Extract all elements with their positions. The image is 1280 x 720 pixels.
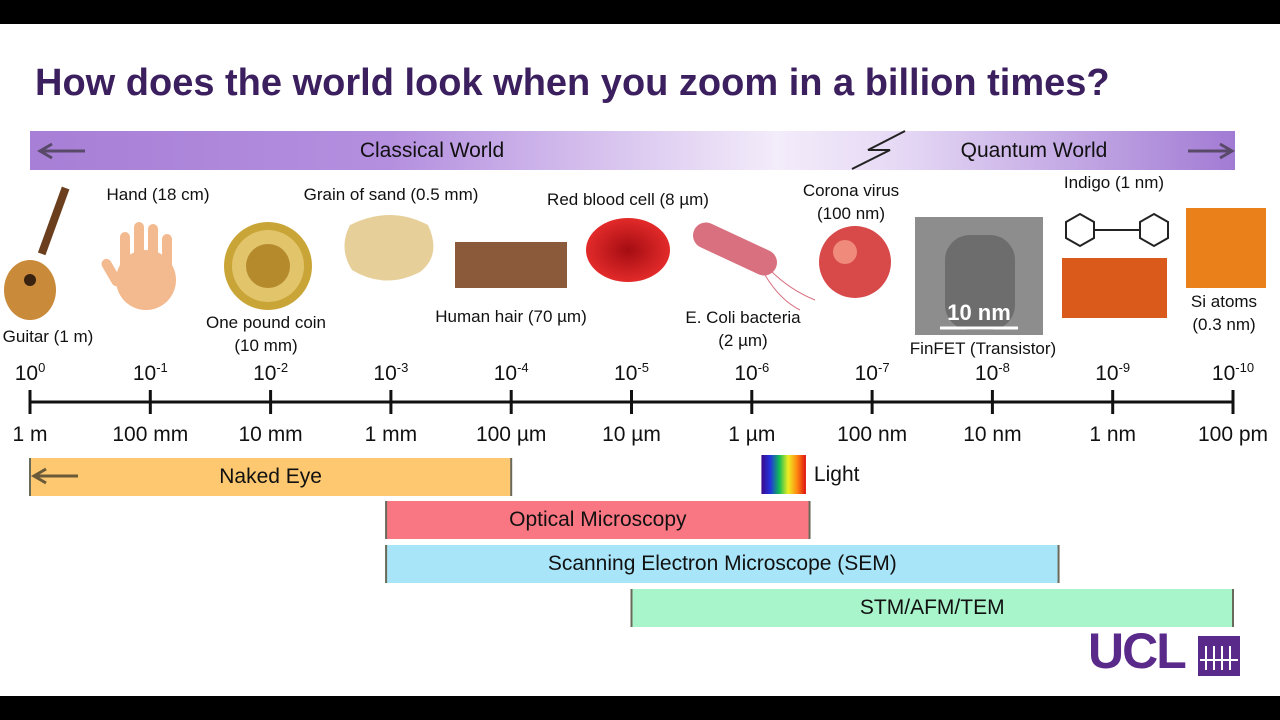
tick-exponent-label: 10-2 — [253, 360, 288, 386]
item-label: (100 nm) — [816, 204, 886, 223]
coin — [224, 222, 312, 310]
tick-base: 10 — [1211, 362, 1236, 385]
tick-exponent: -4 — [517, 360, 529, 375]
range-bar — [30, 458, 512, 496]
tick-label: 100 nm — [837, 423, 908, 446]
si-atoms-image — [1186, 208, 1266, 288]
tick-base: 10 — [14, 362, 39, 385]
tick-label: 1 mm — [364, 423, 418, 446]
tick-label: 10 µm — [602, 423, 661, 446]
tick-label: 100 pm — [1197, 423, 1269, 446]
top-bar — [0, 0, 1280, 24]
tick-base: 10 — [253, 362, 277, 385]
item-label: Indigo (1 nm) — [1063, 173, 1165, 192]
tick-exponent: -8 — [998, 360, 1010, 375]
item-label: Red blood cell (8 µm) — [547, 190, 709, 209]
item-label: E. Coli bacteria — [685, 308, 801, 327]
tick-base: 10 — [493, 362, 518, 385]
tick-base: 10 — [1095, 362, 1119, 385]
range-label: Optical Microscopy — [509, 508, 687, 531]
sand — [344, 215, 434, 281]
tick-exponent: 0 — [38, 360, 46, 375]
tick-exponent-label: 10-7 — [855, 360, 890, 386]
tick-base: 10 — [132, 362, 157, 385]
indigo-molecule — [1065, 212, 1169, 248]
logo: UCL — [1088, 623, 1187, 679]
item-label: Grain of sand (0.5 mm) — [303, 185, 479, 204]
item-label: Si atoms — [1190, 292, 1258, 311]
range-bar — [631, 589, 1233, 627]
inset-label: 10 nm — [947, 300, 1011, 325]
tick-base: 10 — [974, 362, 999, 385]
item-label: Human hair (70 µm) — [435, 307, 587, 326]
tick-exponent-label: 10-10 — [1212, 360, 1254, 386]
tick-base: 10 — [614, 362, 638, 385]
tick-label: 100 µm — [475, 423, 547, 446]
tick-exponent-label: 100 — [15, 360, 46, 386]
bottom-bar — [0, 696, 1280, 720]
tick-label: 1 nm — [1089, 423, 1137, 446]
tick-exponent-label: 10-1 — [133, 360, 168, 386]
tick-exponent: -7 — [877, 360, 890, 375]
ecoli — [692, 222, 816, 311]
ucl-crest — [1198, 636, 1240, 676]
tick-label: 10 nm — [963, 423, 1022, 446]
item-label: FinFET (Transistor) — [909, 339, 1057, 358]
range-label: Naked Eye — [219, 465, 322, 488]
hand — [101, 222, 176, 310]
crest-lines — [1200, 646, 1238, 670]
tick-exponent-label: 10-6 — [734, 360, 769, 386]
tick-label: 10 mm — [238, 423, 303, 446]
tick-exponent: -9 — [1118, 360, 1131, 375]
tick-base: 10 — [854, 362, 878, 385]
tick-label: 100 mm — [112, 423, 189, 446]
finfet-fin — [945, 235, 1015, 330]
range-label: Scanning Electron Microscope (SEM) — [547, 552, 897, 575]
tick-exponent: -1 — [156, 360, 168, 375]
tick-exponent: -3 — [396, 360, 409, 375]
guitar — [4, 186, 70, 320]
title: How does the world look when you zoom in… — [35, 62, 1110, 104]
light-label: Light — [813, 463, 860, 486]
tick-exponent-label: 10-5 — [614, 360, 649, 386]
arrow-left — [37, 142, 85, 160]
item-label: (0.3 nm) — [1192, 315, 1256, 334]
tick-exponent: -6 — [757, 360, 770, 375]
tick-base: 10 — [373, 362, 397, 385]
item-label: Hand (18 cm) — [106, 185, 210, 204]
item-label: (10 mm) — [234, 336, 298, 355]
tick-exponent-label: 10-8 — [975, 360, 1010, 386]
tick-exponent: -2 — [276, 360, 289, 375]
range-bar — [386, 501, 810, 539]
naked-eye-arrow — [31, 467, 78, 485]
tick-exponent: -10 — [1235, 360, 1255, 375]
tick-exponent: -5 — [637, 360, 649, 375]
range-label: STM/AFM/TEM — [859, 596, 1005, 619]
banner-left: Classical World — [359, 139, 505, 162]
banner — [30, 131, 1235, 170]
lightning — [851, 130, 906, 170]
item-label: One pound coin — [205, 313, 327, 332]
item-label: Guitar (1 m) — [2, 327, 94, 346]
hair — [455, 242, 567, 288]
range-bar — [386, 545, 1059, 583]
tick-exponent-label: 10-9 — [1095, 360, 1130, 386]
tick-exponent-label: 10-4 — [494, 360, 529, 386]
indigo-image — [1062, 258, 1167, 318]
tick-base: 10 — [734, 362, 758, 385]
tick-exponent-label: 10-3 — [373, 360, 408, 386]
banner-right: Quantum World — [960, 139, 1108, 162]
light-spectrum — [761, 455, 806, 494]
tick-label: 1 µm — [728, 423, 776, 446]
item-label: (2 µm) — [718, 331, 768, 350]
tick-label: 1 m — [12, 423, 48, 446]
virus — [819, 226, 891, 298]
arrow-right — [1188, 142, 1235, 160]
blood-cell — [586, 218, 670, 282]
item-label: Corona virus — [802, 181, 900, 200]
